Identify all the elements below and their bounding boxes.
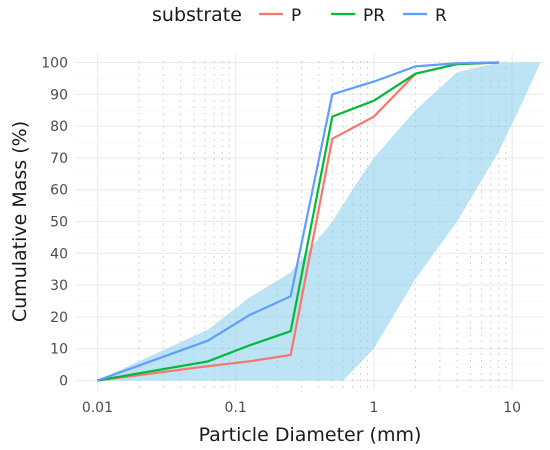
legend-label-p: P xyxy=(291,6,301,26)
y-tick-label: 0 xyxy=(59,373,68,389)
y-axis-title: Cumulative Mass (%) xyxy=(9,121,31,322)
x-tick-label: 0.1 xyxy=(225,400,247,416)
x-axis-title: Particle Diameter (mm) xyxy=(199,424,422,446)
x-tick-label: 1 xyxy=(369,400,378,416)
y-tick-label: 60 xyxy=(50,183,68,199)
y-tick-label: 80 xyxy=(50,119,68,135)
y-tick-label: 70 xyxy=(50,151,68,167)
x-tick-label: 0.01 xyxy=(82,400,113,416)
y-tick-label: 10 xyxy=(50,342,68,358)
legend-label-pr: PR xyxy=(363,6,385,26)
y-tick-label: 90 xyxy=(50,87,68,103)
x-tick-label: 10 xyxy=(503,400,521,416)
y-tick-label: 40 xyxy=(50,246,68,262)
y-tick-label: 50 xyxy=(50,215,68,231)
legend-title: substrate xyxy=(152,4,242,26)
y-tick-label: 20 xyxy=(50,310,68,326)
legend-label-r: R xyxy=(435,6,447,26)
plot-panel: 0 10 20 30 40 50 60 70 80 90 100 0.01 0.1 1 10 xyxy=(41,53,544,416)
envelope-band xyxy=(97,62,541,381)
y-tick-label: 100 xyxy=(41,56,68,72)
series-line-pr xyxy=(97,61,499,382)
y-tick-label: 30 xyxy=(50,278,68,294)
series-line-r xyxy=(97,61,499,382)
legend: substrate P PR R xyxy=(152,4,447,26)
